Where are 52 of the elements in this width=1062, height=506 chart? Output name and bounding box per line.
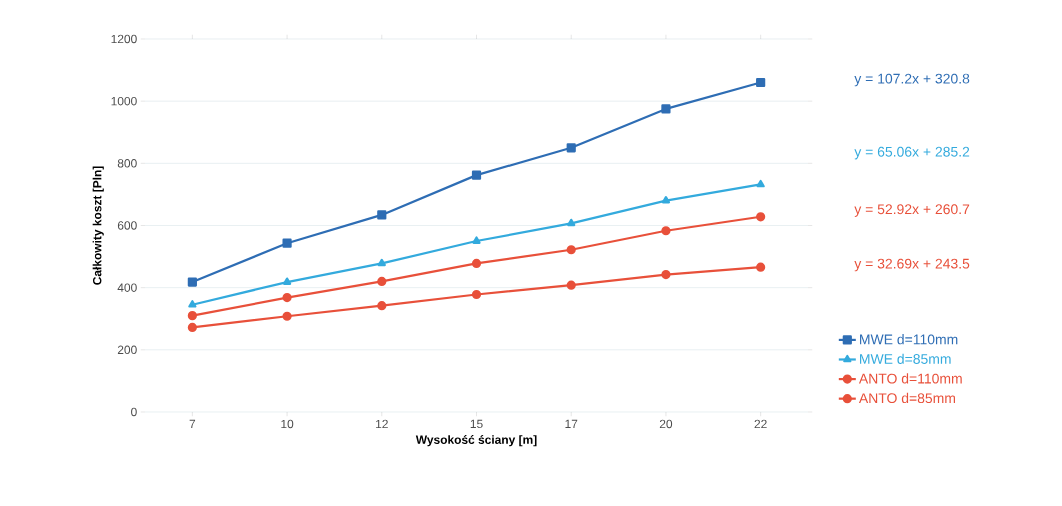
point: [282, 277, 292, 285]
text: y = 107.2x + 320.8: [854, 73, 970, 87]
point: [282, 293, 292, 303]
point: [377, 301, 387, 311]
point: [566, 143, 576, 153]
x-tick-label: 17: [565, 419, 578, 428]
point: [187, 322, 197, 333]
x-tick-label: 15: [470, 419, 483, 429]
legend-label: MWE d=110mm: [860, 334, 958, 345]
y-tick-label: 1200: [111, 34, 137, 44]
x-tick-label: 10: [281, 419, 294, 429]
point: [567, 218, 576, 227]
legend-label: ANTO d=110mm: [858, 373, 962, 384]
point: [756, 179, 765, 188]
point: [471, 289, 482, 300]
text: y = 65.06x + 285.2: [854, 146, 970, 160]
point: [188, 300, 197, 308]
point: [377, 276, 387, 287]
point: [661, 104, 671, 114]
legend-label: MWE d=85mm: [860, 353, 951, 364]
text: y = 52.92x + 260.7: [854, 204, 970, 217]
x-axis-title: Wysokość ściany [m]: [415, 435, 537, 447]
point: [377, 210, 387, 220]
x-tick-label: 20: [659, 419, 673, 429]
point: [756, 212, 766, 222]
y-tick-label: 600: [117, 221, 137, 230]
point: [661, 270, 671, 280]
x-tick-label: 22: [754, 419, 767, 429]
point: [756, 77, 766, 88]
text: y = 32.69x + 243.5: [854, 258, 970, 272]
point: [471, 170, 482, 180]
y-tick-label: 400: [117, 283, 137, 292]
y-tick-label: 0: [131, 407, 137, 417]
point: [756, 262, 766, 272]
point: [661, 196, 671, 204]
point: [566, 280, 576, 290]
point: [377, 258, 386, 267]
point: [282, 238, 292, 248]
point: [187, 277, 197, 287]
x-tick-label: 7: [189, 419, 196, 428]
y-tick-label: 1000: [111, 96, 137, 106]
y-tick-label: 200: [117, 345, 137, 355]
point: [472, 236, 481, 244]
point: [471, 258, 482, 269]
point: [661, 226, 671, 236]
x-tick-label: 12: [376, 419, 388, 429]
y-axis-title: Całkowity koszt [Pln]: [92, 166, 104, 285]
legend-label: ANTO d=85mm: [858, 392, 955, 404]
point: [187, 311, 197, 321]
y-tick-label: 800: [117, 159, 137, 168]
point: [282, 311, 292, 321]
point: [566, 245, 576, 255]
